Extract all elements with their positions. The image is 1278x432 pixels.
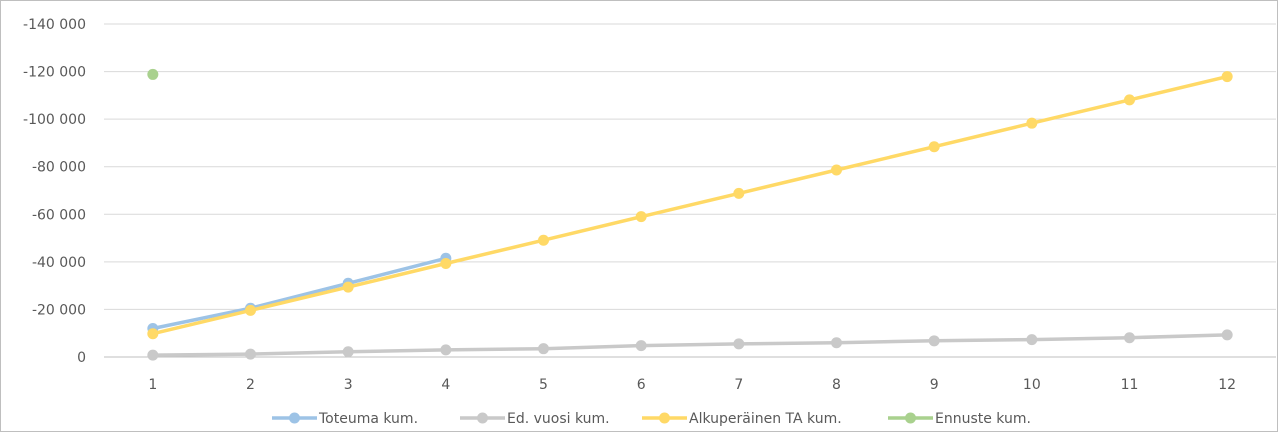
legend-item: Toteuma kum.: [272, 411, 418, 427]
legend-label: Alkuperäinen TA kum.: [689, 411, 842, 427]
series-group: [147, 329, 1233, 361]
data-point: [831, 337, 842, 349]
data-point: [1124, 94, 1135, 106]
y-tick-label: -60 000: [32, 207, 86, 223]
x-tick-label: 1: [148, 377, 157, 393]
x-tick-label: 9: [930, 377, 939, 393]
data-point: [1026, 117, 1038, 129]
series-group: [147, 252, 452, 334]
legend-item: Ennuste kum.: [888, 411, 1031, 427]
y-tick-label: -120 000: [23, 65, 86, 81]
data-point: [147, 68, 159, 80]
data-point: [1221, 329, 1233, 341]
x-tick-label: 10: [1023, 377, 1041, 393]
y-tick-label: -140 000: [23, 17, 86, 33]
data-point: [538, 343, 549, 355]
data-point: [245, 304, 256, 316]
y-axis-tick-labels: 0 -20 000 -40 000 -60 000 -80 000 -100 000 -12…: [23, 17, 86, 366]
data-point: [342, 281, 354, 293]
x-tick-label: 3: [344, 377, 353, 393]
series-group: [147, 71, 1233, 340]
data-point: [342, 346, 354, 358]
y-tick-label: -100 000: [23, 112, 86, 128]
legend: Toteuma kum. Ed. vuosi kum. Alkuperäinen T…: [272, 411, 1031, 427]
series-line: [151, 74, 1229, 336]
data-point: [733, 187, 745, 199]
data-point: [538, 234, 549, 246]
series-group: [147, 68, 159, 80]
legend-dot-marker: [659, 412, 670, 424]
legend-dot-marker: [477, 412, 488, 424]
legend-item: Ed. vuosi kum.: [460, 411, 610, 427]
data-point: [928, 335, 940, 347]
x-tick-label: 4: [441, 377, 450, 393]
x-tick-label: 12: [1218, 377, 1236, 393]
data-point: [928, 141, 940, 153]
data-point: [440, 344, 452, 356]
legend-item: Alkuperäinen TA kum.: [642, 411, 842, 427]
x-tick-label: 8: [832, 377, 841, 393]
data-point: [245, 348, 256, 360]
data-point: [147, 349, 159, 361]
x-tick-label: 11: [1121, 377, 1139, 393]
x-tick-label: 6: [637, 377, 646, 393]
x-tick-label: 2: [246, 377, 255, 393]
y-tick-label: 0: [77, 350, 86, 366]
data-point: [147, 328, 159, 340]
data-point: [831, 164, 842, 176]
data-point: [1124, 332, 1135, 344]
legend-label: Ennuste kum.: [935, 411, 1031, 427]
gridlines: [104, 23, 1276, 310]
data-point: [635, 211, 647, 223]
data-point: [1026, 334, 1038, 346]
x-tick-label: 5: [539, 377, 548, 393]
y-tick-label: -40 000: [32, 255, 86, 271]
data-point: [1221, 71, 1233, 83]
y-tick-label: -20 000: [32, 302, 86, 318]
legend-label: Toteuma kum.: [318, 411, 418, 427]
data-point: [635, 340, 647, 352]
legend-label: Ed. vuosi kum.: [507, 411, 610, 427]
data-point: [440, 258, 452, 270]
series-line: [151, 256, 448, 331]
series-line: [151, 333, 1229, 357]
legend-dot-marker: [289, 412, 300, 424]
x-tick-label: 7: [734, 377, 743, 393]
series-lines: [147, 68, 1233, 361]
data-point: [733, 338, 745, 350]
y-tick-label: -80 000: [32, 160, 86, 176]
legend-dot-marker: [905, 412, 916, 424]
x-axis: 1 2 3 4 5 6 7 8 9 10 11 12: [104, 356, 1276, 393]
